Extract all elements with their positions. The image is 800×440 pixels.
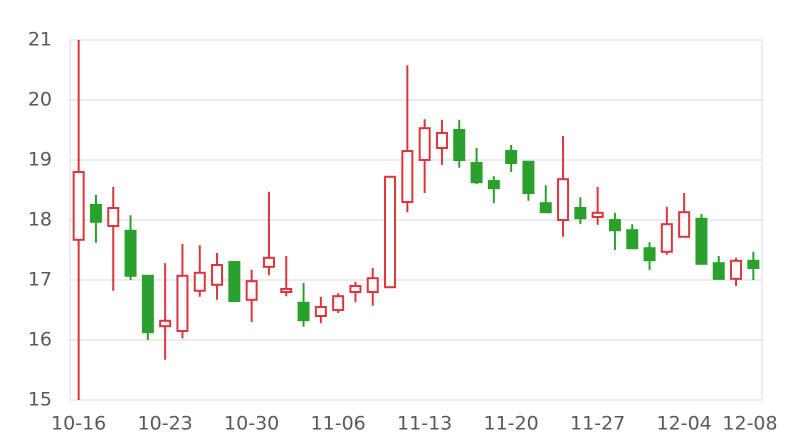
x-tick-label: 11-06 [311, 413, 366, 435]
candle-body-down [89, 204, 102, 223]
y-tick-label: 21 [28, 29, 52, 51]
candle-body-up [332, 295, 345, 312]
candle-body-up [245, 280, 258, 301]
y-tick-label: 17 [28, 269, 52, 291]
x-tick-label: 11-13 [397, 413, 452, 435]
candle-body-up [366, 277, 379, 294]
candle-body-up [72, 171, 85, 241]
candle-body-up [591, 211, 604, 219]
candle-body-up [314, 306, 327, 317]
candle-body-down [487, 180, 500, 190]
candle-body-up [557, 178, 570, 221]
candle-body-down [747, 259, 760, 269]
candle-body-down [626, 229, 639, 250]
candle-body-up [678, 211, 691, 238]
x-tick-label: 12-08 [722, 413, 777, 435]
candle-body-down [643, 247, 656, 262]
y-tick-label: 18 [28, 209, 52, 231]
x-tick-label: 10-30 [224, 413, 279, 435]
x-tick-label: 12-04 [657, 413, 712, 435]
candle-body-down [608, 219, 621, 232]
candle-body-down [539, 202, 552, 214]
candle-body-up [730, 259, 743, 280]
candle-body-down [522, 160, 535, 195]
candle-body-down [712, 262, 725, 280]
candle-body-down [505, 150, 518, 164]
y-tick-label: 19 [28, 149, 52, 171]
candle-body-up [176, 274, 189, 332]
candle-body-up [159, 319, 172, 328]
candle-body-up [211, 264, 224, 286]
candle-body-up [107, 207, 120, 227]
candle-body-down [141, 274, 154, 334]
x-tick-label: 11-27 [570, 413, 625, 435]
candle-body-down [453, 129, 466, 161]
candle-body-up [349, 285, 362, 293]
candle-body-up [418, 127, 431, 161]
x-tick-label: 11-20 [484, 413, 539, 435]
candle-body-up [384, 175, 397, 289]
candle-body-up [435, 132, 448, 149]
candle-body-down [228, 261, 241, 302]
candle-body-down [124, 229, 137, 277]
candle-body-down [297, 301, 310, 322]
y-tick-label: 20 [28, 89, 52, 111]
candle-body-up [262, 256, 275, 268]
candle-body-down [470, 162, 483, 184]
candle-body-up [280, 288, 293, 293]
x-tick-label: 10-23 [138, 413, 193, 435]
y-tick-label: 16 [28, 329, 52, 351]
candle-body-down [695, 217, 708, 265]
candle-body-up [193, 271, 206, 292]
candle-body-up [401, 150, 414, 203]
candle-body-up [660, 223, 673, 253]
x-tick-label: 10-16 [51, 413, 106, 435]
y-tick-label: 15 [28, 389, 52, 411]
candle-body-down [574, 207, 587, 220]
